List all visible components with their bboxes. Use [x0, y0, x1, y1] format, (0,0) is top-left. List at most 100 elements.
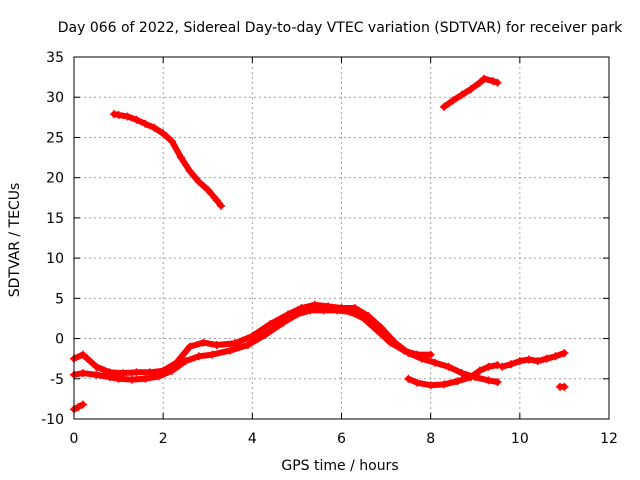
x-axis-label: GPS time / hours — [281, 458, 398, 474]
data-point — [123, 112, 132, 121]
data-point — [391, 338, 399, 347]
data-point — [119, 369, 128, 378]
x-tick-label: 10 — [511, 431, 529, 447]
data-point — [168, 137, 177, 146]
data-point — [114, 110, 123, 119]
data-point — [92, 370, 101, 379]
data-point — [78, 350, 87, 359]
y-tick-label: 10 — [46, 251, 64, 267]
data-point — [484, 376, 493, 385]
data-point — [261, 330, 270, 339]
data-point — [515, 357, 524, 366]
data-point — [185, 167, 194, 176]
data-point — [185, 342, 194, 351]
data-point — [194, 177, 203, 186]
data-point — [159, 129, 168, 138]
data-point — [324, 302, 333, 311]
data-point — [489, 77, 498, 86]
data-point — [551, 352, 560, 361]
data-point — [377, 324, 386, 333]
data-point — [448, 96, 457, 105]
x-tick-label: 0 — [70, 431, 79, 447]
data-point — [542, 354, 551, 363]
x-tick-label: 6 — [337, 431, 346, 447]
y-tick-label: -5 — [50, 372, 64, 388]
data-point — [364, 312, 373, 321]
data-point — [484, 362, 493, 371]
data-point — [457, 369, 466, 378]
data-point — [440, 102, 449, 111]
data-point — [159, 366, 168, 375]
data-point — [506, 360, 515, 369]
data-point — [212, 340, 221, 349]
data-point — [78, 369, 87, 378]
y-tick-label: 30 — [46, 90, 64, 106]
data-point — [194, 352, 203, 361]
y-tick-label: -10 — [41, 412, 64, 428]
data-point — [297, 303, 306, 312]
y-tick-label: 15 — [46, 211, 64, 227]
x-tick-label: 12 — [600, 431, 618, 447]
data-point — [457, 90, 466, 99]
data-point — [560, 349, 569, 358]
x-tick-label: 4 — [248, 431, 257, 447]
data-point — [145, 368, 154, 377]
chart-title: Day 066 of 2022, Sidereal Day-to-day VTE… — [58, 20, 623, 36]
data-point — [350, 303, 359, 312]
x-tick-label: 8 — [426, 431, 435, 447]
data-point — [243, 340, 252, 349]
data-point — [226, 346, 235, 355]
series-track-a — [111, 111, 225, 209]
data-point — [127, 375, 136, 384]
y-tick-label: 5 — [55, 291, 64, 307]
data-point — [208, 350, 217, 359]
data-point — [444, 362, 453, 371]
data-point — [524, 355, 533, 364]
grid — [74, 57, 609, 419]
y-tick-label: 0 — [55, 332, 64, 348]
data-point — [466, 373, 475, 382]
data-point — [440, 380, 449, 389]
data-point — [132, 115, 141, 124]
data-point — [141, 119, 150, 128]
data-point — [92, 362, 101, 371]
data-point — [404, 374, 413, 383]
data-point — [426, 381, 435, 390]
data-point — [266, 320, 275, 329]
data-point — [493, 78, 502, 87]
data-point — [78, 400, 87, 409]
data-point — [141, 374, 150, 383]
x-tick-label: 2 — [159, 431, 168, 447]
data-point — [105, 368, 114, 377]
data-point — [150, 123, 159, 132]
data-point — [199, 338, 208, 347]
data-point — [212, 196, 221, 205]
data-point — [203, 185, 212, 194]
data-point — [132, 368, 141, 377]
data-point — [337, 303, 346, 312]
data-point — [480, 74, 489, 83]
data-point — [413, 378, 422, 387]
data-point — [310, 300, 319, 309]
data-point — [177, 153, 185, 162]
y-tick-label: 20 — [46, 171, 64, 187]
data-point — [453, 377, 462, 386]
data-point — [498, 362, 506, 371]
data-point — [114, 374, 123, 383]
data-point — [172, 358, 181, 367]
series-track-d — [71, 301, 501, 385]
data-point — [466, 85, 475, 94]
y-tick-label: 35 — [46, 50, 64, 66]
ticks: 0 2 4 6 8 10 12 -10 -5 0 5 10 15 20 25 30 35 — [41, 50, 618, 447]
data-point — [74, 402, 83, 411]
series-layer — [70, 74, 569, 414]
data-point — [475, 78, 484, 87]
data-point — [404, 349, 413, 358]
data-point — [417, 354, 426, 363]
data-point — [230, 339, 239, 348]
data-point — [110, 110, 119, 119]
data-point — [181, 357, 190, 366]
data-point — [217, 201, 226, 210]
data-point — [560, 382, 569, 391]
